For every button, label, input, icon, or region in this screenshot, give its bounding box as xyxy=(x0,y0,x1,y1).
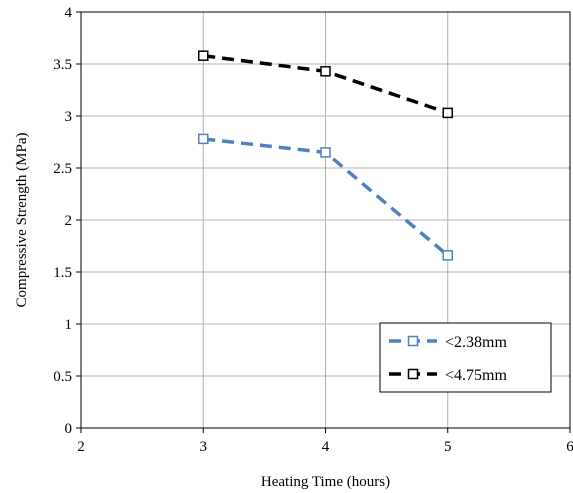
y-tick-label: 0.5 xyxy=(53,369,72,385)
x-tick-label: 4 xyxy=(322,439,330,455)
legend: <2.38mm <4.75mm xyxy=(379,322,552,393)
data-point xyxy=(320,147,331,158)
x-tick-label: 6 xyxy=(566,439,573,455)
legend-swatch-marker xyxy=(407,335,419,347)
legend-item: <4.75mm xyxy=(389,367,507,384)
x-tick-label: 5 xyxy=(444,439,452,455)
series-group xyxy=(198,50,453,261)
data-point xyxy=(442,107,453,119)
legend-swatch-marker xyxy=(407,368,419,380)
legend-item: <2.38mm xyxy=(389,334,507,351)
y-tick-label: 3.5 xyxy=(53,57,72,73)
y-tick-label: 4 xyxy=(65,5,73,21)
legend-label: <4.75mm xyxy=(445,367,507,384)
y-tick-label: 1 xyxy=(65,317,73,333)
data-point xyxy=(198,50,209,61)
data-point xyxy=(442,250,453,261)
series-2 xyxy=(198,50,453,119)
x-tick-label: 3 xyxy=(200,439,208,455)
y-tick-label: 3 xyxy=(65,109,73,125)
series-1 xyxy=(198,133,453,261)
x-axis-ticks: 2 3 4 5 6 xyxy=(77,428,573,455)
y-tick-label: 0 xyxy=(65,421,73,437)
y-tick-label: 2.5 xyxy=(53,161,72,177)
x-tick-label: 2 xyxy=(77,439,85,455)
legend-label: <2.38mm xyxy=(445,334,507,351)
y-tick-label: 2 xyxy=(65,213,73,229)
x-axis-title: Heating Time (hours) xyxy=(261,474,390,490)
data-point xyxy=(198,133,209,145)
data-point xyxy=(320,66,331,77)
y-axis-ticks: 0 0.5 1 1.5 2 2.5 3 3.5 4 xyxy=(53,5,81,437)
y-tick-label: 1.5 xyxy=(53,265,72,281)
legend-box xyxy=(379,322,552,393)
y-axis-title: Compressive Strength (MPa) xyxy=(14,133,30,308)
